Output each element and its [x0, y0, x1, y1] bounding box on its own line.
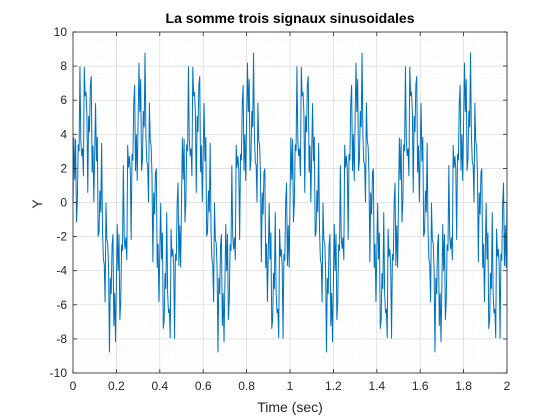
y-tick-label: -8	[56, 332, 67, 346]
x-tick-label: 1.8	[455, 379, 472, 393]
y-tick-label: 0	[60, 196, 67, 210]
x-tick-label: 1.6	[412, 379, 429, 393]
chart-title: La somme trois signaux sinusoidales	[166, 10, 415, 26]
y-tick-label: 8	[60, 59, 67, 73]
y-tick-label: 4	[60, 127, 67, 141]
x-tick-label: 0.2	[108, 379, 125, 393]
x-tick-label: 0.6	[195, 379, 212, 393]
y-tick-label: -2	[56, 230, 67, 244]
x-tick-label: 2	[504, 379, 511, 393]
y-axis-label: Y	[29, 199, 45, 209]
x-tick-label: 1.2	[325, 379, 342, 393]
y-tick-label: 10	[54, 25, 68, 39]
x-tick-label: 0	[70, 379, 77, 393]
x-tick-label: 1	[287, 379, 294, 393]
y-tick-label: -6	[56, 298, 67, 312]
x-tick-label: 0.8	[238, 379, 255, 393]
y-tick-label: 2	[60, 161, 67, 175]
y-tick-label: -10	[50, 366, 68, 380]
y-tick-label: -4	[56, 264, 67, 278]
x-tick-label: 1.4	[368, 379, 385, 393]
x-axis-label: Time (sec)	[257, 399, 323, 415]
x-tick-label: 0.4	[151, 379, 168, 393]
y-tick-label: 6	[60, 93, 67, 107]
